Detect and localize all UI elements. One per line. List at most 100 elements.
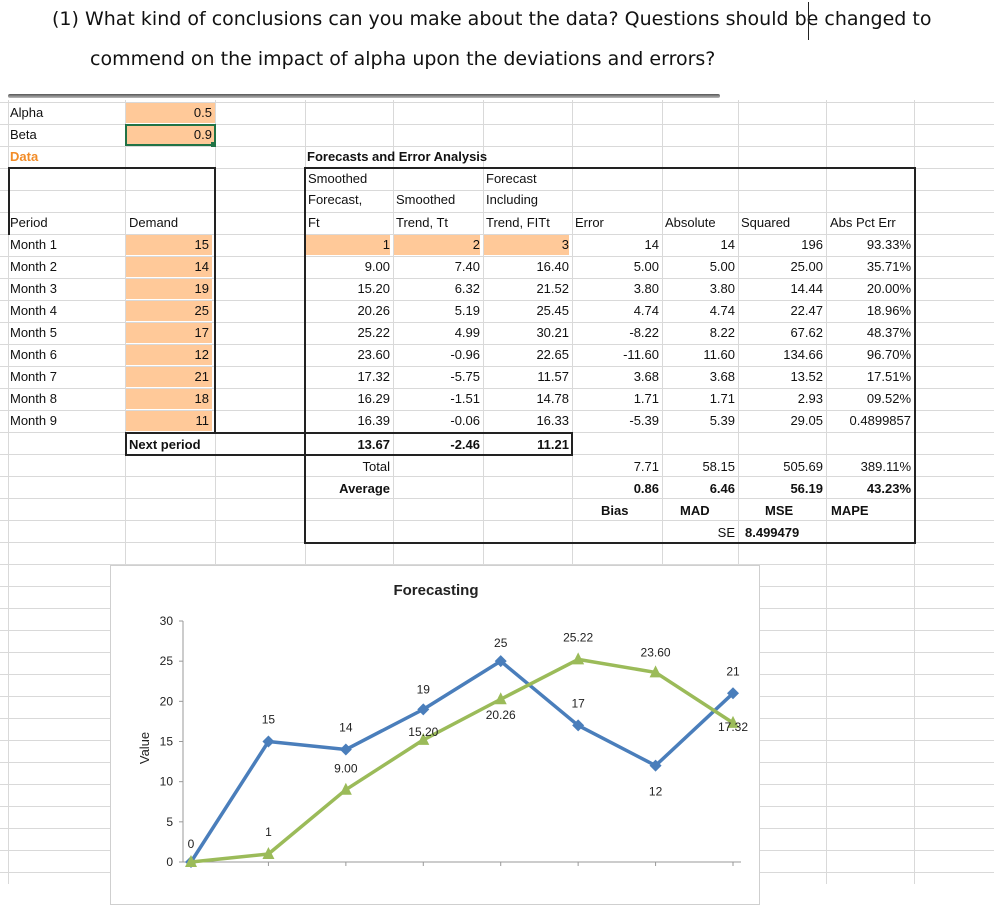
chart-data-label: 19 [417, 682, 431, 696]
cell-error-row-3[interactable]: 3.80 [633, 281, 659, 296]
cell-st-row-3[interactable]: 6.32 [454, 281, 480, 296]
cell-sf-row-2[interactable]: 9.00 [364, 259, 390, 274]
cell-sq-row-7[interactable]: 13.52 [790, 369, 823, 384]
cell-sf-row-8[interactable]: 16.29 [357, 391, 390, 406]
cell-sq-row-3[interactable]: 14.44 [790, 281, 823, 296]
cell-demand-row-2[interactable]: 14 [126, 257, 212, 277]
cell-error-row-5[interactable]: -8.22 [629, 325, 659, 340]
cell-error-row-2[interactable]: 5.00 [633, 259, 659, 274]
cell-fit-row-3[interactable]: 21.52 [536, 281, 569, 296]
cell-error-row-9[interactable]: -5.39 [629, 413, 659, 428]
fill-handle[interactable] [211, 142, 216, 147]
cell-sq-row-9[interactable]: 29.05 [790, 413, 823, 428]
cell-error-row-7[interactable]: 3.68 [633, 369, 659, 384]
total-sq[interactable]: 505.69 [783, 459, 823, 474]
chart-point-demand [494, 655, 507, 668]
total-error[interactable]: 7.71 [633, 459, 659, 474]
cell-st-row-9[interactable]: -0.06 [450, 413, 480, 428]
next-period-st[interactable]: -2.46 [450, 437, 480, 452]
average-error[interactable]: 0.86 [633, 481, 659, 496]
cell-demand-row-5[interactable]: 17 [126, 323, 212, 343]
cell-sq-row-6[interactable]: 134.66 [783, 347, 823, 362]
cell-ape-row-1[interactable]: 93.33% [866, 237, 911, 252]
cell-ape-row-5[interactable]: 48.37% [866, 325, 911, 340]
cell-fit-row-9[interactable]: 16.33 [536, 413, 569, 428]
cell-sq-row-8[interactable]: 2.93 [797, 391, 823, 406]
cell-sq-row-4[interactable]: 22.47 [790, 303, 823, 318]
chart-svg: Forecasting Value 0 5 10 15 20 25 30 0 15 14 19 25 1… [137, 582, 748, 869]
cell-sq-row-5[interactable]: 67.62 [790, 325, 823, 340]
cell-sf-row-3[interactable]: 15.20 [357, 281, 390, 296]
beta-value-selected[interactable]: 0.9 [125, 124, 216, 146]
cell-st-row-4[interactable]: 5.19 [454, 303, 480, 318]
cell-fit-row-7[interactable]: 11.57 [537, 369, 569, 384]
cell-demand-row-7[interactable]: 21 [126, 367, 212, 387]
left-col-border [214, 234, 216, 434]
cell-demand-row-6[interactable]: 12 [126, 345, 212, 365]
cell-st-row-1[interactable]: 2 [394, 235, 480, 255]
cell-abs-row-7[interactable]: 3.68 [709, 369, 735, 384]
total-abs[interactable]: 58.15 [702, 459, 735, 474]
question-line-1: (1) What kind of conclusions can you mak… [52, 8, 932, 30]
cell-abs-row-3[interactable]: 3.80 [709, 281, 735, 296]
cell-st-row-6[interactable]: -0.96 [450, 347, 480, 362]
cell-abs-row-1[interactable]: 14 [720, 237, 735, 252]
cell-st-row-2[interactable]: 7.40 [454, 259, 480, 274]
cell-demand-row-1[interactable]: 15 [126, 235, 212, 255]
cell-ape-row-3[interactable]: 20.00% [866, 281, 911, 296]
cell-st-row-8[interactable]: -1.51 [450, 391, 480, 406]
cell-abs-row-4[interactable]: 4.74 [709, 303, 735, 318]
header-sf-2: Forecast, [308, 192, 363, 207]
cell-demand-row-3[interactable]: 19 [126, 279, 212, 299]
cell-sf-row-9[interactable]: 16.39 [357, 413, 390, 428]
cell-ape-row-7[interactable]: 17.51% [866, 369, 911, 384]
cell-demand-row-8[interactable]: 18 [126, 389, 212, 409]
cell-fit-row-6[interactable]: 22.65 [536, 347, 569, 362]
cell-error-row-6[interactable]: -11.60 [623, 347, 659, 362]
average-ape[interactable]: 43.23% [866, 481, 911, 496]
spreadsheet-grid[interactable]: Alpha 0.5 Beta 0.9 Data Forecasts and Er… [0, 100, 994, 884]
cell-fit-row-4[interactable]: 25.45 [536, 303, 569, 318]
chart-point-demand [262, 735, 275, 748]
cell-sq-row-2[interactable]: 25.00 [790, 259, 823, 274]
alpha-value[interactable]: 0.5 [126, 103, 215, 123]
cell-fit-row-2[interactable]: 16.40 [536, 259, 569, 274]
cell-sf-row-4[interactable]: 20.26 [357, 303, 390, 318]
cell-ape-row-2[interactable]: 35.71% [866, 259, 911, 274]
cell-abs-row-2[interactable]: 5.00 [709, 259, 735, 274]
cell-fit-row-8[interactable]: 14.78 [536, 391, 569, 406]
cell-st-row-5[interactable]: 4.99 [454, 325, 480, 340]
chart-point-demand [727, 687, 739, 700]
cell-error-row-8[interactable]: 1.71 [633, 391, 659, 406]
cell-abs-row-5[interactable]: 8.22 [709, 325, 735, 340]
forecasting-chart[interactable]: Forecasting Value 0 5 10 15 20 25 30 0 15 14 19 25 1… [110, 565, 760, 905]
cell-ape-row-9[interactable]: 0.4899857 [849, 413, 911, 428]
cell-ape-row-6[interactable]: 96.70% [866, 347, 911, 362]
cell-sq-row-1[interactable]: 196 [801, 237, 823, 252]
cell-sf-row-6[interactable]: 23.60 [357, 347, 390, 362]
cell-ape-row-4[interactable]: 18.96% [866, 303, 911, 318]
cell-sf-row-5[interactable]: 25.22 [357, 325, 390, 340]
cell-abs-row-9[interactable]: 5.39 [709, 413, 735, 428]
cell-abs-row-6[interactable]: 11.60 [703, 347, 735, 362]
cell-st-row-7[interactable]: -5.75 [450, 369, 480, 384]
cell-error-row-4[interactable]: 4.74 [633, 303, 659, 318]
se-value[interactable]: 8.499479 [745, 525, 800, 540]
cell-fit-row-1[interactable]: 3 [484, 235, 569, 255]
header-sf-1: Smoothed [308, 171, 368, 186]
cell-fit-row-5[interactable]: 30.21 [536, 325, 569, 340]
cell-demand-row-9[interactable]: 11 [126, 411, 212, 431]
cell-abs-row-8[interactable]: 1.71 [709, 391, 735, 406]
chart-point-forecast [262, 846, 275, 859]
next-period-sf[interactable]: 13.67 [357, 437, 390, 452]
cell-sf-row-1[interactable]: 1 [306, 235, 390, 255]
chart-data-label: 25 [494, 636, 508, 650]
cell-demand-row-4[interactable]: 25 [126, 301, 212, 321]
average-sq[interactable]: 56.19 [790, 481, 823, 496]
average-abs[interactable]: 6.46 [709, 481, 735, 496]
cell-error-row-1[interactable]: 14 [644, 237, 659, 252]
total-ape[interactable]: 389.11% [860, 459, 911, 474]
next-period-fit[interactable]: 11.21 [537, 437, 569, 452]
cell-sf-row-7[interactable]: 17.32 [357, 369, 390, 384]
cell-ape-row-8[interactable]: 09.52% [866, 391, 911, 406]
